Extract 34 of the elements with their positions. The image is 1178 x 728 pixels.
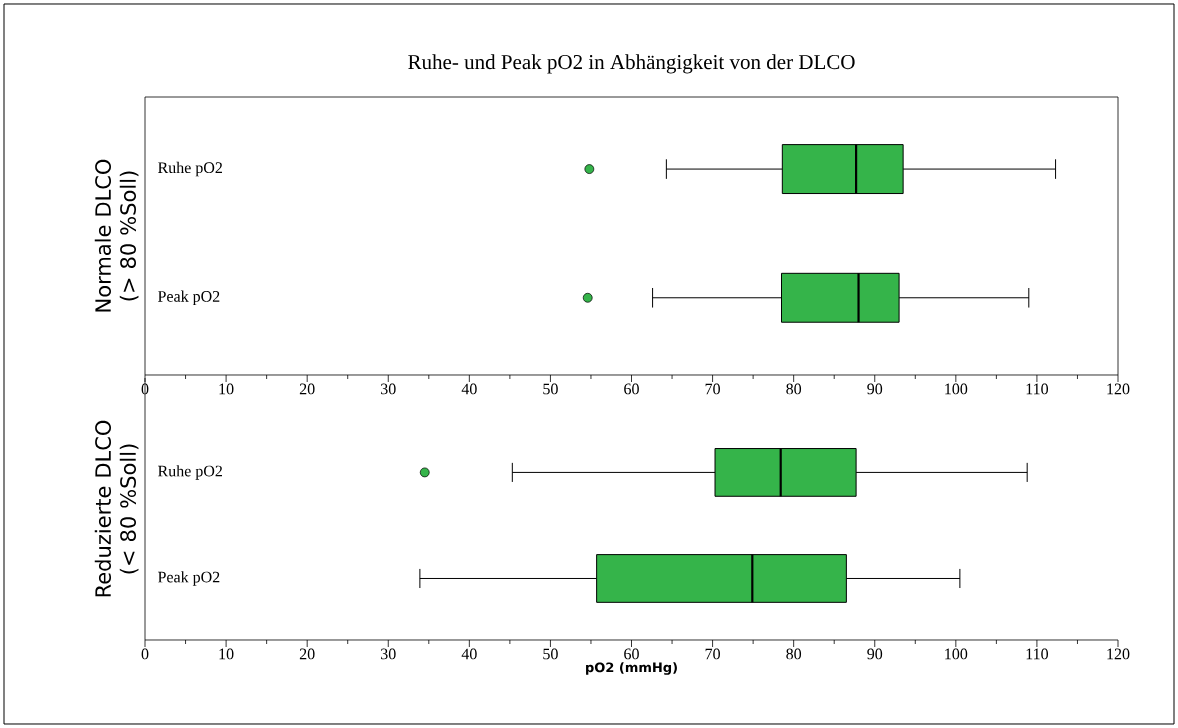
x-tick-label: 120 — [1107, 383, 1130, 395]
chart-title: Ruhe- und Peak pO2 in Abhängigkeit von der DLCO — [408, 54, 855, 74]
x-tick-label: 110 — [1026, 648, 1049, 660]
x-tick-label: 10 — [219, 383, 234, 395]
y-tick-label: Peak pO2 — [158, 571, 220, 586]
y-axis-title: Reduzierte DLCO (< 80 %Soll) — [94, 420, 139, 597]
x-tick-label: 20 — [299, 648, 315, 660]
x-axis-title: pO2 (mmHg) — [586, 662, 677, 675]
y-tick-label: Peak pO2 — [158, 290, 220, 306]
x-tick-label: 80 — [786, 383, 802, 395]
x-tick-label: 90 — [867, 648, 883, 660]
x-tick-label: 90 — [867, 383, 883, 395]
x-tick-label: 70 — [705, 648, 720, 660]
x-tick-label: 50 — [543, 648, 558, 660]
x-tick-label: 70 — [705, 383, 720, 395]
x-tick-label: 110 — [1026, 383, 1049, 395]
x-tick-label: 120 — [1107, 648, 1130, 660]
x-tick-label: 40 — [461, 648, 477, 660]
x-tick-label: 100 — [945, 383, 968, 395]
x-tick-label: 60 — [624, 648, 639, 660]
x-tick-label: 50 — [543, 383, 558, 395]
x-tick-label: 80 — [786, 648, 802, 660]
x-tick-label: 30 — [381, 648, 396, 660]
y-tick-label: Ruhe pO2 — [158, 465, 222, 480]
x-tick-label: 60 — [624, 383, 639, 395]
x-tick-label: 100 — [945, 648, 968, 660]
x-tick-label: 20 — [299, 383, 315, 395]
x-tick-label: 0 — [141, 383, 149, 395]
x-tick-label: 0 — [141, 648, 149, 660]
x-tick-label: 30 — [381, 383, 396, 395]
y-tick-label: Ruhe pO2 — [158, 161, 222, 177]
x-tick-label: 10 — [219, 648, 234, 660]
x-tick-label: 40 — [461, 383, 477, 395]
y-axis-title: Normale DLCO (> 80 %Soll) — [94, 159, 139, 312]
